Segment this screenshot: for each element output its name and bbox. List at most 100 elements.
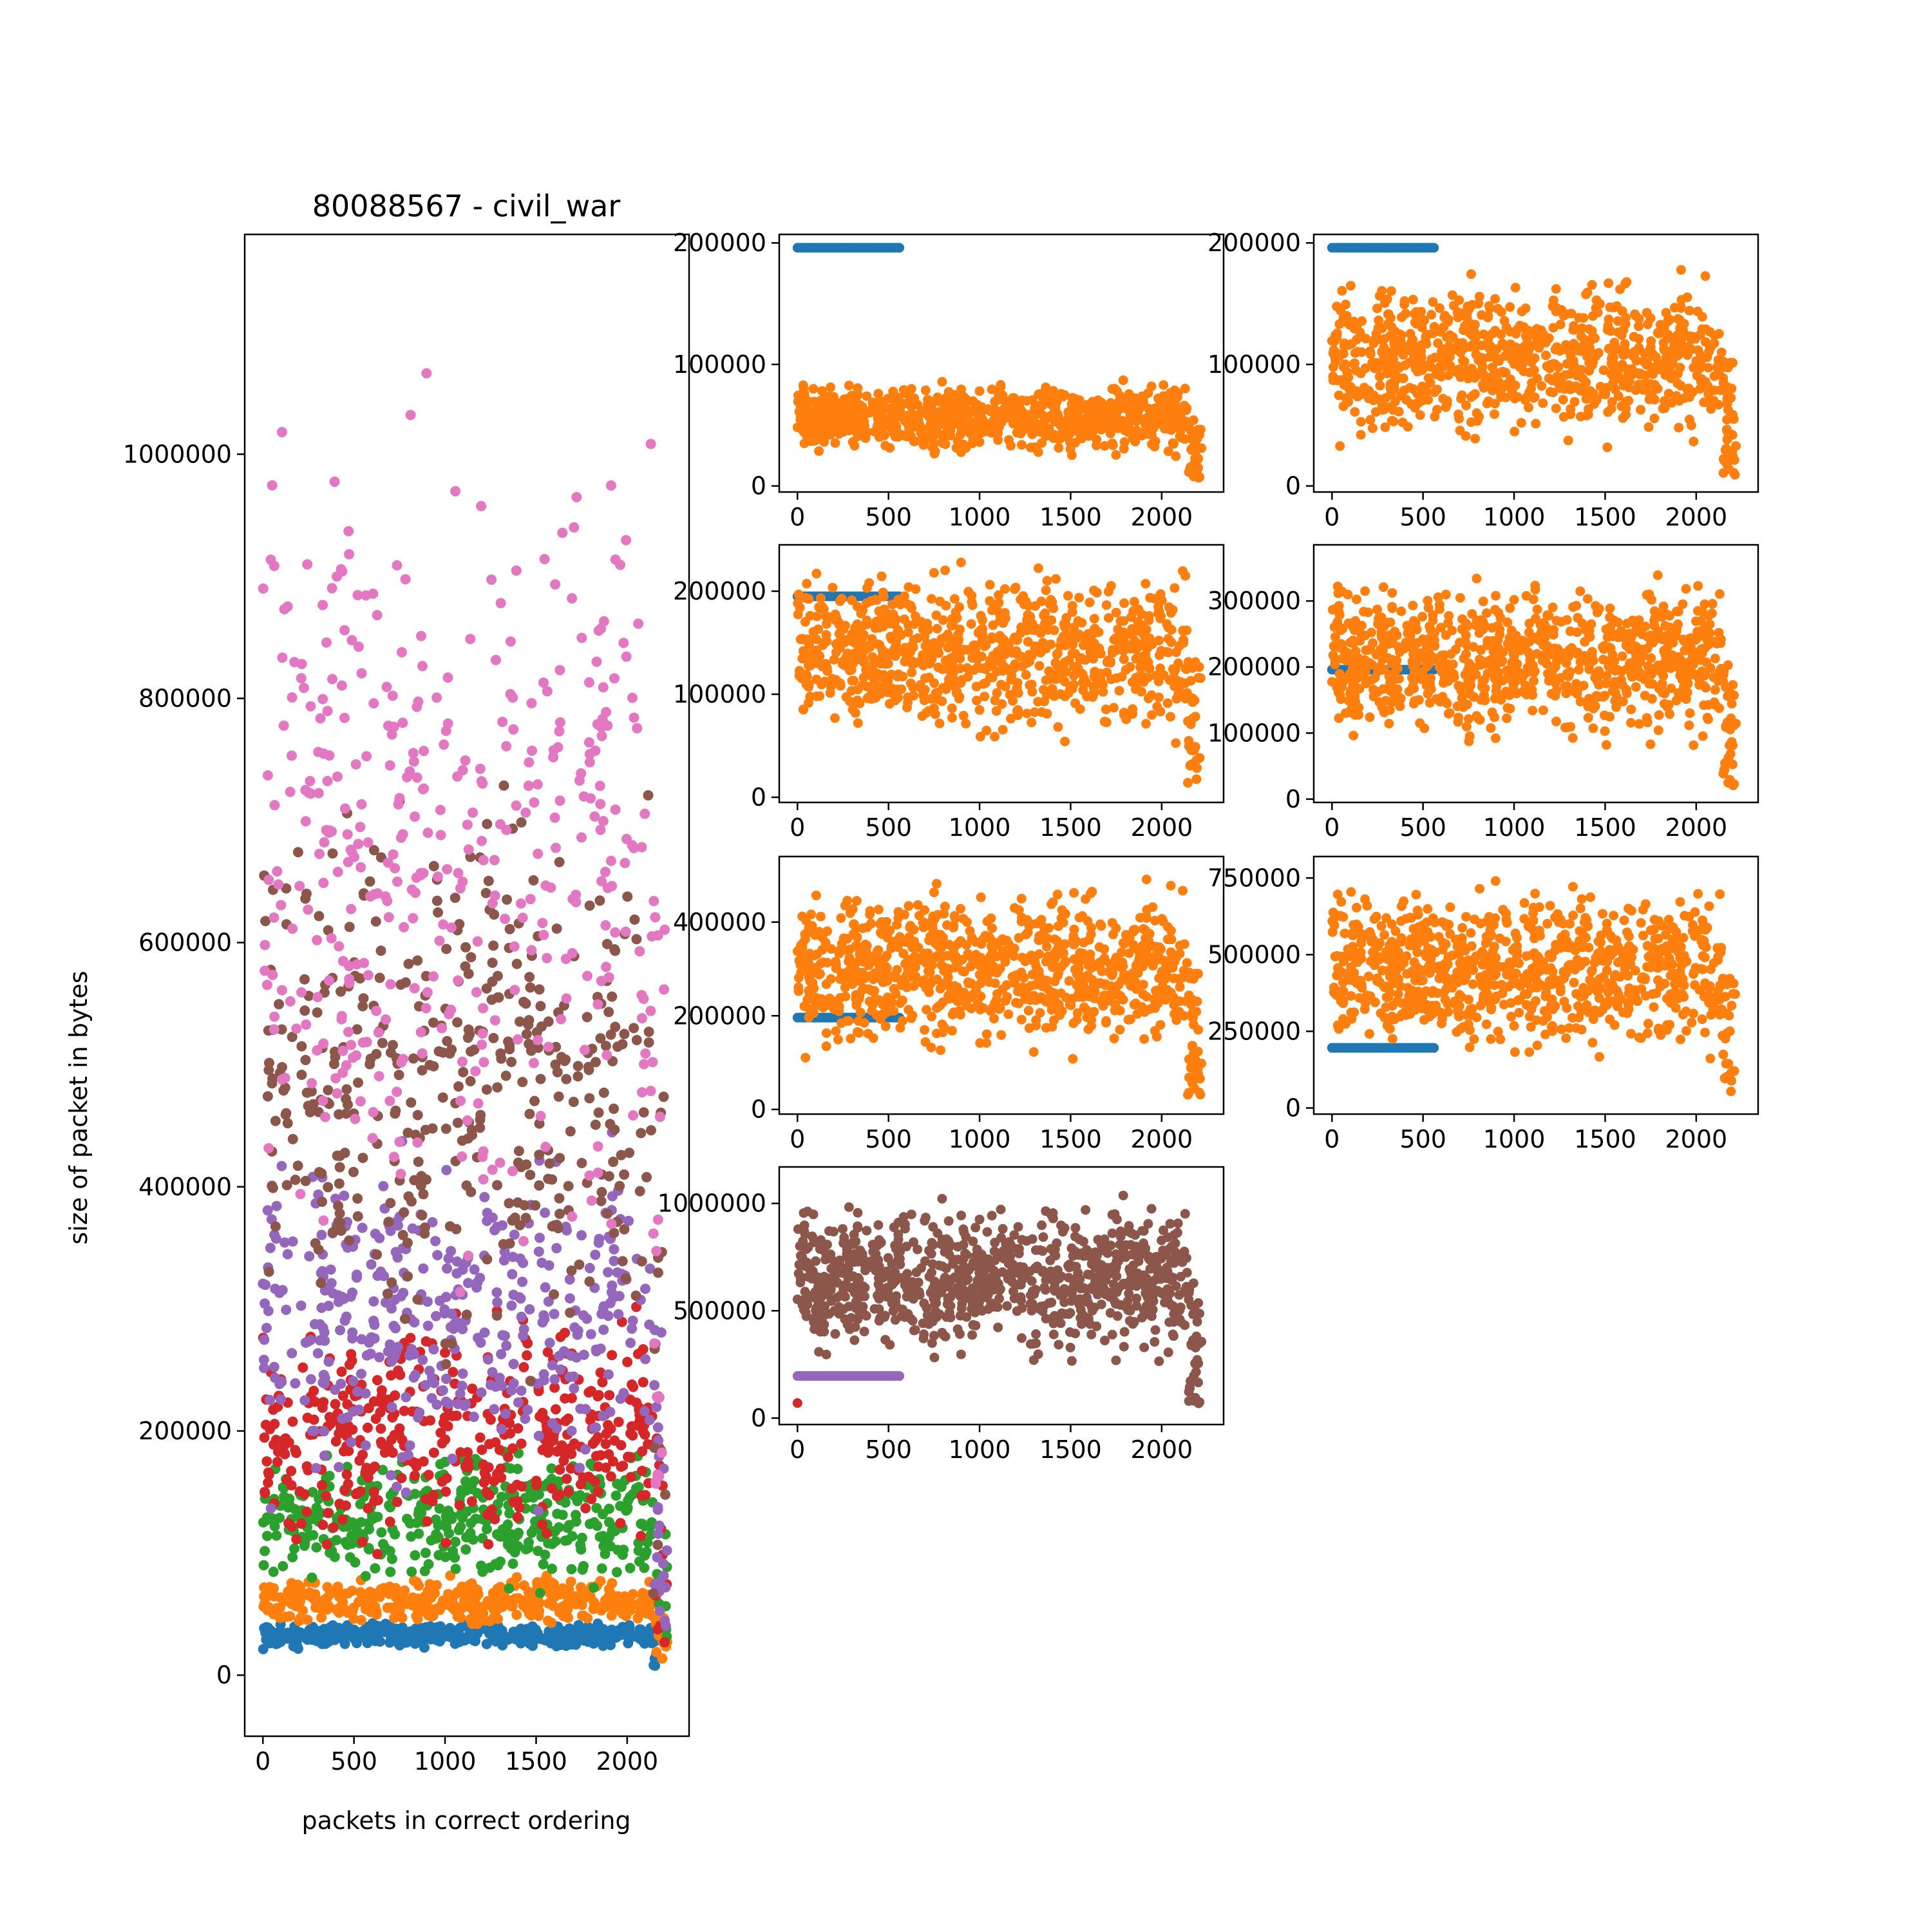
data-point xyxy=(1382,368,1392,379)
data-point xyxy=(1188,415,1198,425)
data-point xyxy=(567,1211,578,1222)
data-point xyxy=(263,1266,274,1277)
data-point xyxy=(631,1397,642,1408)
data-point xyxy=(518,996,529,1007)
data-point xyxy=(361,751,372,762)
data-point xyxy=(582,1012,592,1023)
data-point xyxy=(552,1066,563,1077)
data-point xyxy=(411,1611,422,1622)
data-point xyxy=(267,1180,278,1191)
data-point xyxy=(1440,310,1450,321)
data-point xyxy=(618,1461,629,1472)
data-point xyxy=(1684,414,1694,424)
data-point xyxy=(261,1530,272,1541)
data-point xyxy=(386,1602,397,1613)
data-point xyxy=(553,1625,564,1636)
data-point xyxy=(595,824,606,835)
series-blue xyxy=(1327,243,1439,253)
y-tick-label: 100000 xyxy=(1208,350,1301,379)
data-point xyxy=(654,1112,665,1122)
data-point xyxy=(565,1126,576,1137)
data-point xyxy=(328,1288,339,1299)
data-point xyxy=(1338,375,1349,385)
data-point xyxy=(621,1611,632,1622)
data-point xyxy=(1722,382,1732,392)
data-point xyxy=(1456,393,1466,404)
data-point xyxy=(477,1039,488,1050)
data-point xyxy=(1439,322,1449,332)
data-point xyxy=(458,1066,469,1077)
data-point xyxy=(625,1472,636,1482)
data-point xyxy=(1489,409,1499,419)
data-point xyxy=(341,1108,352,1119)
data-point xyxy=(535,1074,546,1084)
data-point xyxy=(578,1310,589,1321)
data-point xyxy=(443,1253,454,1264)
data-point xyxy=(1452,368,1463,378)
data-point xyxy=(636,1256,647,1267)
data-point xyxy=(502,1519,513,1530)
data-point xyxy=(1609,303,1619,313)
data-point xyxy=(466,1496,477,1507)
data-point xyxy=(561,1473,572,1484)
data-point xyxy=(971,421,981,431)
data-point xyxy=(316,1612,327,1623)
data-point xyxy=(540,1141,551,1152)
data-point xyxy=(272,1446,283,1457)
data-point xyxy=(658,1092,669,1103)
data-point xyxy=(464,1627,475,1638)
data-point xyxy=(1119,400,1129,410)
data-point xyxy=(421,1493,431,1504)
subplot-panels: 0 500 1000 1500 2000020000040000060000080000… xyxy=(123,229,1759,1776)
data-point xyxy=(382,1288,393,1299)
data-point xyxy=(513,1034,524,1045)
data-point xyxy=(576,1230,587,1241)
data-point xyxy=(509,941,520,952)
data-point xyxy=(1390,396,1400,406)
data-point xyxy=(411,1461,422,1472)
data-point xyxy=(591,1502,602,1513)
data-point xyxy=(554,1193,565,1204)
data-point xyxy=(1566,360,1577,370)
data-point xyxy=(507,1251,518,1262)
data-point xyxy=(1166,399,1177,409)
data-point xyxy=(366,1591,377,1602)
data-point xyxy=(274,1512,285,1523)
data-point xyxy=(388,849,399,860)
data-point xyxy=(1159,380,1169,390)
data-point xyxy=(413,1156,424,1167)
data-point xyxy=(577,1564,588,1575)
data-point xyxy=(390,1624,401,1634)
data-point xyxy=(440,1486,451,1497)
data-point xyxy=(640,1048,651,1059)
data-point xyxy=(578,1349,589,1360)
y-axis-title: size of packet in bytes xyxy=(64,971,93,1244)
data-point xyxy=(1706,404,1716,414)
data-point xyxy=(549,1309,560,1320)
data-point xyxy=(431,1399,442,1410)
data-point xyxy=(654,1605,665,1616)
data-point xyxy=(1616,401,1627,412)
data-point xyxy=(477,1612,488,1623)
data-point xyxy=(368,1107,379,1118)
data-point xyxy=(491,654,502,665)
data-point xyxy=(619,1169,630,1180)
data-point xyxy=(315,713,326,724)
data-point xyxy=(554,1490,565,1501)
data-point xyxy=(419,1642,430,1653)
data-point xyxy=(323,1084,334,1095)
data-point xyxy=(320,1112,331,1122)
data-point xyxy=(1631,310,1641,321)
data-point xyxy=(433,907,444,918)
data-point xyxy=(481,1524,492,1535)
data-point xyxy=(523,781,534,791)
data-point xyxy=(634,1624,645,1635)
data-point xyxy=(269,1011,280,1022)
data-point xyxy=(638,1107,649,1118)
data-point xyxy=(291,1023,302,1034)
data-point xyxy=(1004,403,1014,413)
data-point xyxy=(532,1577,543,1588)
data-point xyxy=(341,1469,352,1480)
data-point xyxy=(394,1137,405,1148)
data-point xyxy=(299,1005,310,1016)
